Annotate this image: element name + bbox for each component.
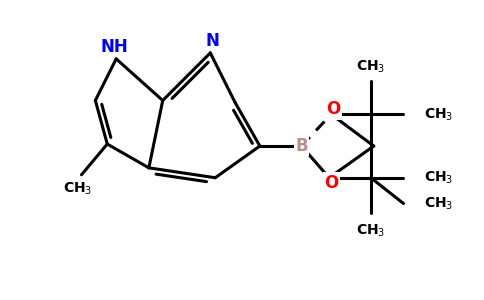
Text: CH$_3$: CH$_3$ — [424, 195, 454, 212]
Text: CH$_3$: CH$_3$ — [356, 223, 385, 239]
Text: CH$_3$: CH$_3$ — [424, 169, 454, 186]
Text: O: O — [324, 174, 338, 192]
Text: CH$_3$: CH$_3$ — [356, 58, 385, 75]
Text: B: B — [295, 137, 308, 155]
Text: O: O — [326, 100, 340, 118]
Text: CH$_3$: CH$_3$ — [63, 180, 92, 197]
Text: NH: NH — [100, 38, 128, 56]
Text: CH$_3$: CH$_3$ — [424, 106, 454, 122]
Text: N: N — [205, 32, 219, 50]
